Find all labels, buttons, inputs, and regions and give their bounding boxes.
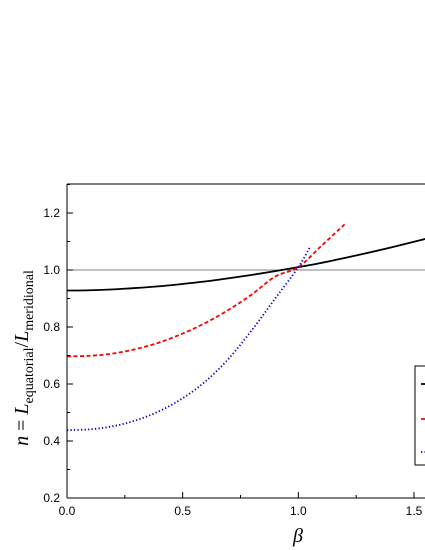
legend — [414, 365, 425, 466]
y-label-num-sub: equatorial — [22, 347, 37, 403]
y-tick-label-5: 1.2 — [43, 206, 60, 220]
y-tick-label-3: 0.8 — [43, 320, 60, 334]
tick-layer: 0.0 0.5 1.0 1.5 0.2 0.4 0.6 0.8 1.0 1.2 — [43, 184, 423, 518]
y-tick-label-1: 0.4 — [43, 434, 60, 448]
legend-box — [414, 365, 425, 466]
x-tick-label-3: 1.5 — [406, 504, 423, 518]
y-axis-label: n = Lequatorial/Lmeridional — [11, 270, 37, 446]
y-tick-label-4: 1.0 — [43, 263, 60, 277]
series-line-2 — [67, 223, 346, 358]
x-tick-label-0: 0.0 — [59, 504, 76, 518]
y-label-den: L — [11, 331, 33, 343]
x-tick-label-1: 0.5 — [174, 504, 191, 518]
series-line-1 — [67, 238, 425, 292]
y-tick-label-0: 0.2 — [43, 491, 60, 505]
y-label-eq: = — [11, 415, 33, 436]
y-label-den-sub: meridional — [22, 270, 37, 331]
y-label-slash: / — [11, 341, 33, 347]
series-line-3 — [67, 246, 311, 432]
y-label-num: L — [11, 403, 33, 415]
x-axis-label: β — [292, 525, 303, 547]
x-tick-label-2: 1.0 — [290, 504, 307, 518]
y-tick-label-2: 0.6 — [43, 377, 60, 391]
series-layer — [67, 223, 425, 432]
y-label-n: n — [11, 436, 33, 446]
